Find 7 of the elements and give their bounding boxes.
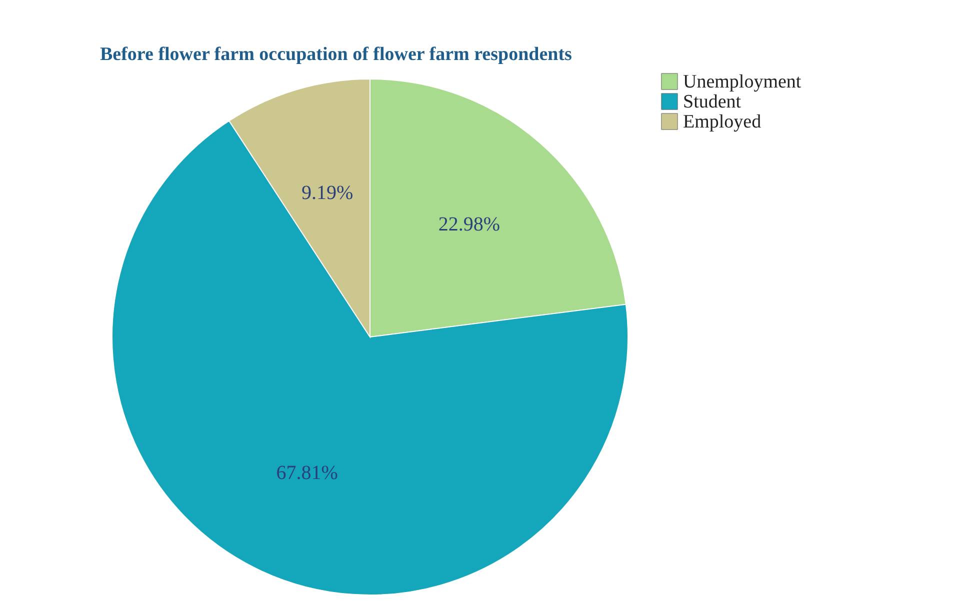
data-label: 22.98% [438, 213, 500, 236]
data-label: 9.19% [301, 182, 354, 204]
legend-label: Employed [683, 112, 762, 132]
legend-label: Student [683, 92, 742, 112]
chart-title: Before flower farm occupation of flower farm respondents [100, 44, 572, 65]
data-label: 67.81% [276, 462, 338, 484]
legend-label: Unemployment [683, 72, 802, 92]
